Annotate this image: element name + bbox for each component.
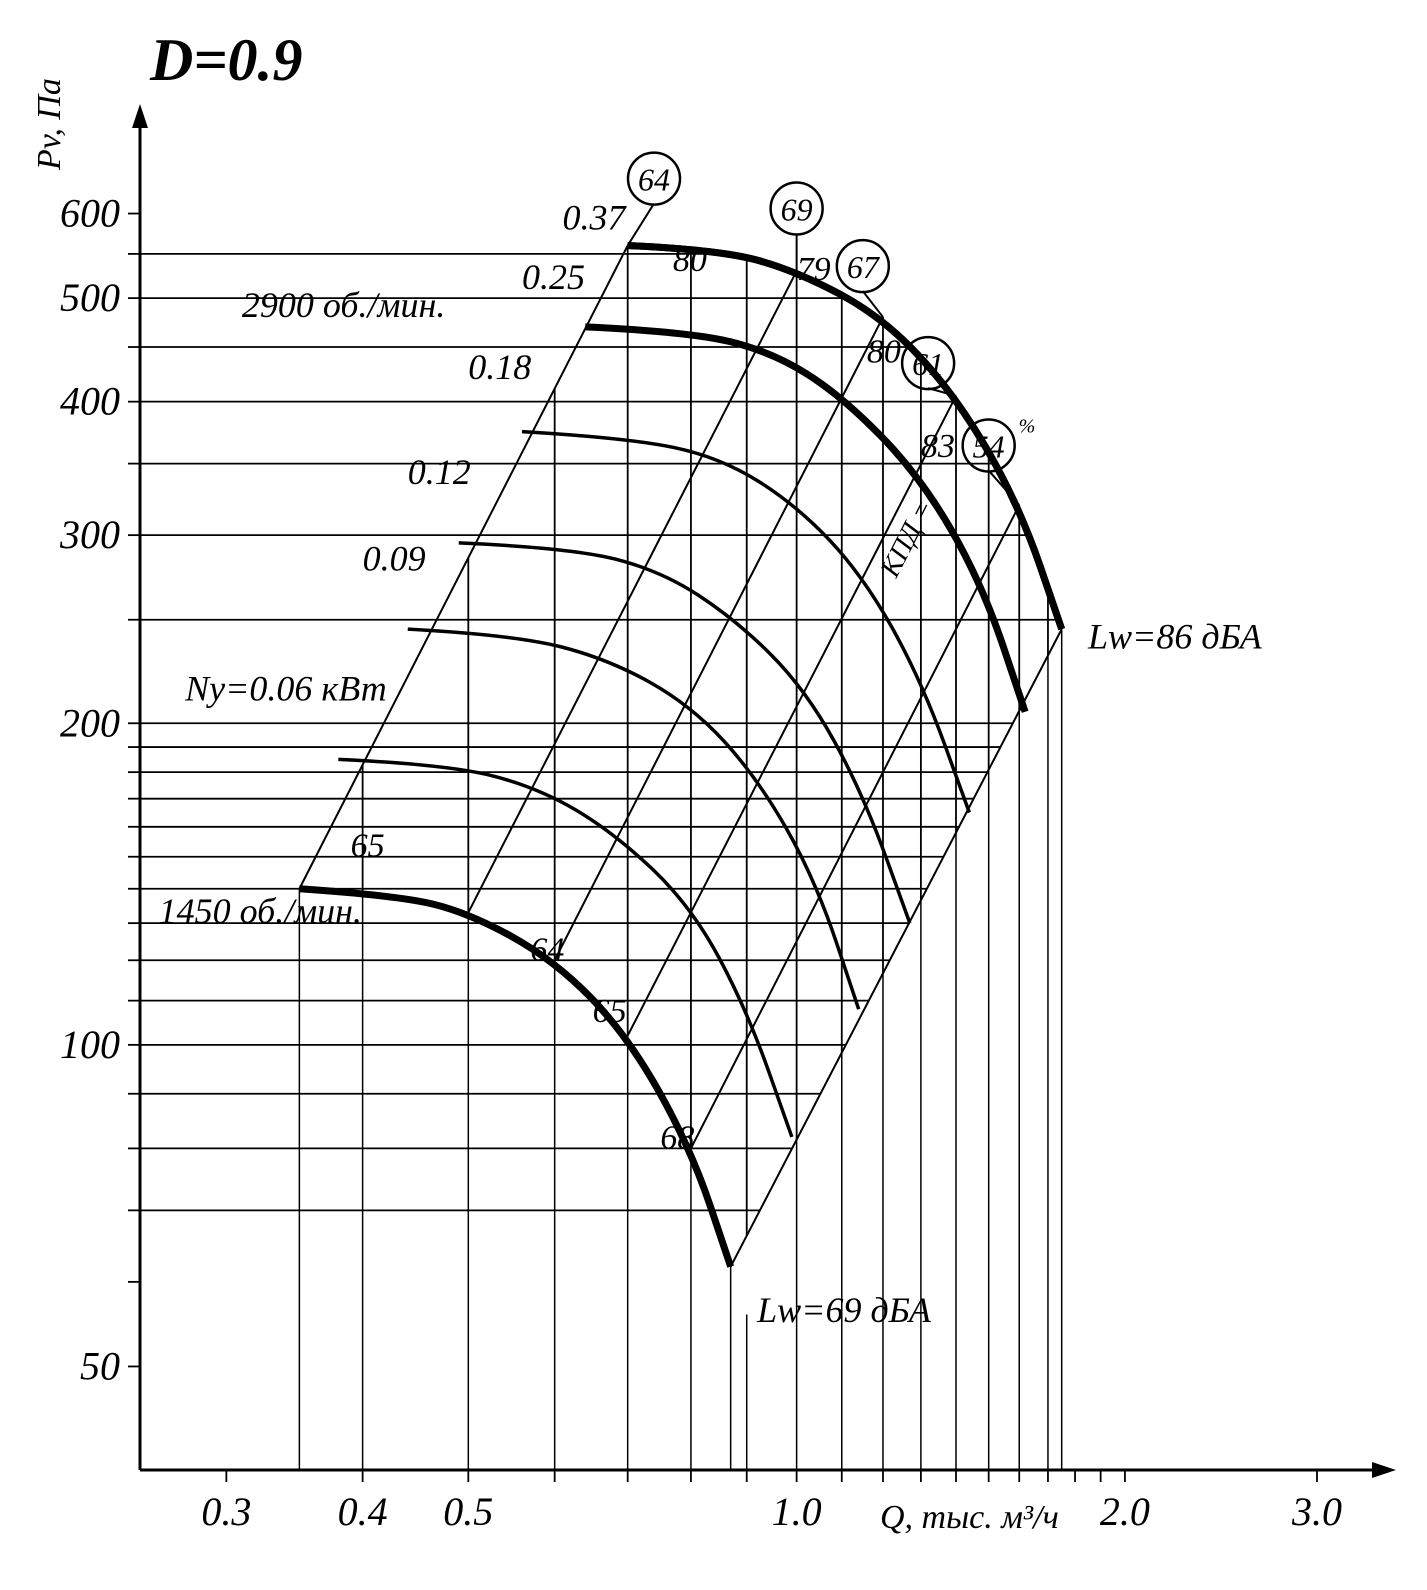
efficiency-lower-label: 65 <box>351 828 385 865</box>
speed-label: 2900 об./мин. <box>242 285 445 325</box>
x-tick-label: 2.0 <box>1100 1489 1150 1534</box>
efficiency-line <box>299 246 627 889</box>
power-label: Ny=0.06 кВт <box>184 669 387 709</box>
efficiency-lower-label: 65 <box>593 993 627 1030</box>
efficiency-line <box>731 629 1062 1267</box>
sound-label: Lw=86 дБА <box>1087 616 1263 656</box>
efficiency-lower-label: 68 <box>660 1119 694 1156</box>
y-tick-label: 600 <box>60 191 120 236</box>
y-tick-label: 300 <box>59 512 120 557</box>
y-axis-label: Pv, Па <box>31 78 68 171</box>
x-tick-label: 3.0 <box>1291 1489 1342 1534</box>
x-tick-label: 1.0 <box>772 1489 822 1534</box>
power-label: 0.37 <box>562 197 627 237</box>
y-tick-label: 400 <box>60 379 120 424</box>
x-tick-label: 0.5 <box>443 1489 493 1534</box>
efficiency-mid-label: 83 <box>921 428 955 465</box>
sound-label: Lw=69 дБА <box>756 1290 932 1330</box>
x-tick-label: 0.4 <box>338 1489 388 1534</box>
power-label: 0.12 <box>408 452 471 492</box>
kpd-label: КПД = <box>874 495 940 583</box>
y-tick-label: 500 <box>60 275 120 320</box>
efficiency-label: 67 <box>847 249 881 285</box>
efficiency-label: 61 <box>912 346 944 382</box>
x-axis-label: Q, тыс. м³/ч <box>880 1499 1059 1536</box>
power-label: 0.18 <box>468 347 531 387</box>
power-curve <box>338 759 792 1137</box>
power-curve <box>585 327 1025 712</box>
efficiency-mid-label: 80 <box>867 334 901 371</box>
y-tick-label: 100 <box>60 1022 120 1067</box>
x-axis-arrow <box>1372 1462 1396 1478</box>
speed-label: 1450 об./мин. <box>159 891 362 931</box>
y-tick-label: 200 <box>60 700 120 745</box>
efficiency-pct: % <box>1019 416 1036 438</box>
power-label: 0.25 <box>522 257 585 297</box>
fan-performance-chart: 0.3 0.4 0.5 1.0 2.0 3.0 50 100 200 300 400 500 600 Q,… <box>0 0 1427 1590</box>
efficiency-label: 54 <box>973 429 1005 465</box>
y-axis-arrow <box>132 104 148 128</box>
y-tick-label: 50 <box>80 1343 120 1388</box>
x-tick-label: 0.3 <box>201 1489 251 1534</box>
efficiency-line <box>628 396 956 1036</box>
efficiency-label: 69 <box>781 192 813 228</box>
efficiency-mid-label: 80 <box>673 242 707 279</box>
efficiency-mid-label: 79 <box>797 251 831 288</box>
power-label: 0.09 <box>363 538 426 578</box>
efficiency-line <box>555 317 883 960</box>
efficiency-lower-label: 64 <box>530 931 564 968</box>
efficiency-label: 64 <box>638 162 670 198</box>
power-curve <box>522 432 969 813</box>
chart-title: D=0.9 <box>149 27 303 93</box>
